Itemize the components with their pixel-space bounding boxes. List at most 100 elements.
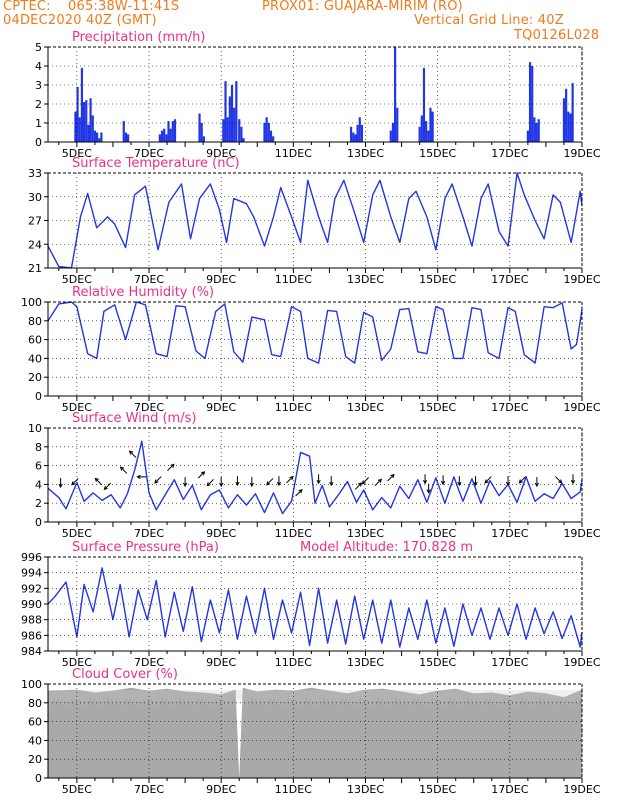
x-tick-label: 5DEC: [62, 783, 92, 796]
precip-bar: [235, 81, 238, 142]
y-tick-label: 988: [21, 614, 42, 627]
precip-bar: [354, 134, 357, 142]
precip-bar: [169, 128, 172, 142]
wind-arrow-head: [518, 479, 523, 484]
x-tick-label: 9DEC: [206, 656, 236, 669]
y-tick-label: 990: [21, 598, 42, 611]
y-tick-label: 8: [35, 441, 42, 454]
wind-arrow: [387, 474, 395, 482]
x-tick-label: 7DEC: [134, 527, 164, 540]
x-tick-label: 19DEC: [563, 273, 600, 286]
precip-bar: [198, 113, 201, 142]
wind-arrow-head: [329, 481, 334, 487]
wind-arrow-head: [316, 479, 321, 485]
precip-bar: [352, 132, 355, 142]
y-tick-label: 2: [35, 98, 42, 111]
y-tick-label: 80: [28, 315, 42, 328]
precip-bar: [431, 111, 434, 142]
wind-arrow-head: [505, 481, 511, 487]
wind-arrow-head: [473, 481, 478, 487]
precip-bar: [89, 98, 92, 142]
precip-bar: [565, 88, 568, 142]
wind-line: [47, 440, 583, 515]
x-tick-label: 9DEC: [206, 783, 236, 796]
wind-arrow: [129, 450, 137, 458]
y-tick-label: 40: [28, 352, 42, 365]
wind-arrow-head: [390, 473, 395, 479]
y-tick-label: 80: [28, 697, 42, 710]
wind-arrow-head: [361, 480, 366, 485]
precip-bar: [425, 121, 428, 142]
y-tick-label: 0: [35, 772, 42, 785]
y-tick-label: 20: [28, 753, 42, 766]
precip-bar: [535, 123, 538, 142]
precip-bar: [349, 126, 353, 142]
precip-bar: [263, 123, 266, 142]
wind-arrow-head: [249, 482, 254, 488]
precip-bar: [74, 111, 77, 142]
y-tick-label: 24: [28, 238, 42, 251]
y-tick-label: 60: [28, 334, 42, 347]
y-tick-label: 0: [35, 136, 42, 149]
precip-bar: [127, 134, 130, 142]
y-tick-label: 996: [21, 551, 42, 564]
x-tick-label: 7DEC: [134, 401, 164, 414]
precip-bar: [389, 130, 392, 142]
wind-arrow: [104, 482, 112, 490]
x-tick-label: 17DEC: [491, 273, 528, 286]
y-tick-label: 21: [28, 262, 42, 275]
x-tick-label: 11DEC: [275, 527, 312, 540]
wind-arrow-head: [266, 481, 271, 486]
wind-arrow-head: [357, 482, 363, 487]
wind-arrow: [71, 478, 79, 486]
y-tick-label: 6: [35, 460, 42, 473]
precip-bar: [422, 67, 426, 142]
y-tick-label: 0: [35, 390, 42, 403]
precip-bar: [171, 121, 174, 142]
x-tick-label: 9DEC: [206, 147, 236, 160]
wind-arrow-head: [170, 463, 175, 468]
wind-arrow-head: [235, 481, 240, 487]
wind-arrow-head: [119, 466, 125, 471]
wind-arrow: [286, 476, 294, 484]
x-tick-label: 15DEC: [419, 527, 456, 540]
wind-arrow-head: [377, 478, 383, 483]
header-coords: 065:38W-11:41S: [68, 0, 180, 14]
y-tick-label: 20: [28, 371, 42, 384]
precip-bar: [420, 115, 423, 142]
precip-bar: [240, 126, 243, 142]
header-org: CPTEC:: [3, 0, 51, 14]
x-tick-label: 19DEC: [563, 656, 600, 669]
precip-title: Precipitation (mm/h): [72, 30, 205, 45]
y-tick-label: 30: [28, 191, 42, 204]
y-tick-label: 0: [35, 516, 42, 529]
precip-bar: [242, 138, 245, 142]
wind-arrow: [484, 476, 492, 484]
precip-bar: [537, 119, 540, 142]
temp-title: Surface Temperature (nC): [72, 156, 240, 171]
precip-bar: [85, 100, 88, 142]
x-tick-label: 7DEC: [134, 147, 164, 160]
precip-bar: [163, 128, 166, 142]
y-tick-label: 33: [28, 167, 42, 180]
wind-arrow: [120, 466, 128, 474]
x-tick-label: 5DEC: [62, 656, 92, 669]
wind-arrow: [518, 476, 526, 484]
wind-arrow-head: [440, 480, 446, 486]
precip-bar: [567, 111, 570, 142]
precip-bar: [202, 136, 205, 142]
x-tick-label: 5DEC: [62, 401, 92, 414]
wind-arrow-head: [298, 488, 303, 494]
precip-bar: [222, 119, 225, 142]
precip-bar: [429, 107, 432, 142]
x-tick-label: 5DEC: [62, 273, 92, 286]
precip-bar: [528, 62, 532, 143]
x-tick-label: 11DEC: [275, 147, 312, 160]
wind-arrow-head: [71, 481, 76, 486]
y-tick-label: 60: [28, 716, 42, 729]
precip-bar: [124, 132, 128, 142]
y-tick-label: 984: [21, 645, 42, 658]
precip-bar: [224, 81, 227, 142]
x-tick-label: 15DEC: [419, 656, 456, 669]
